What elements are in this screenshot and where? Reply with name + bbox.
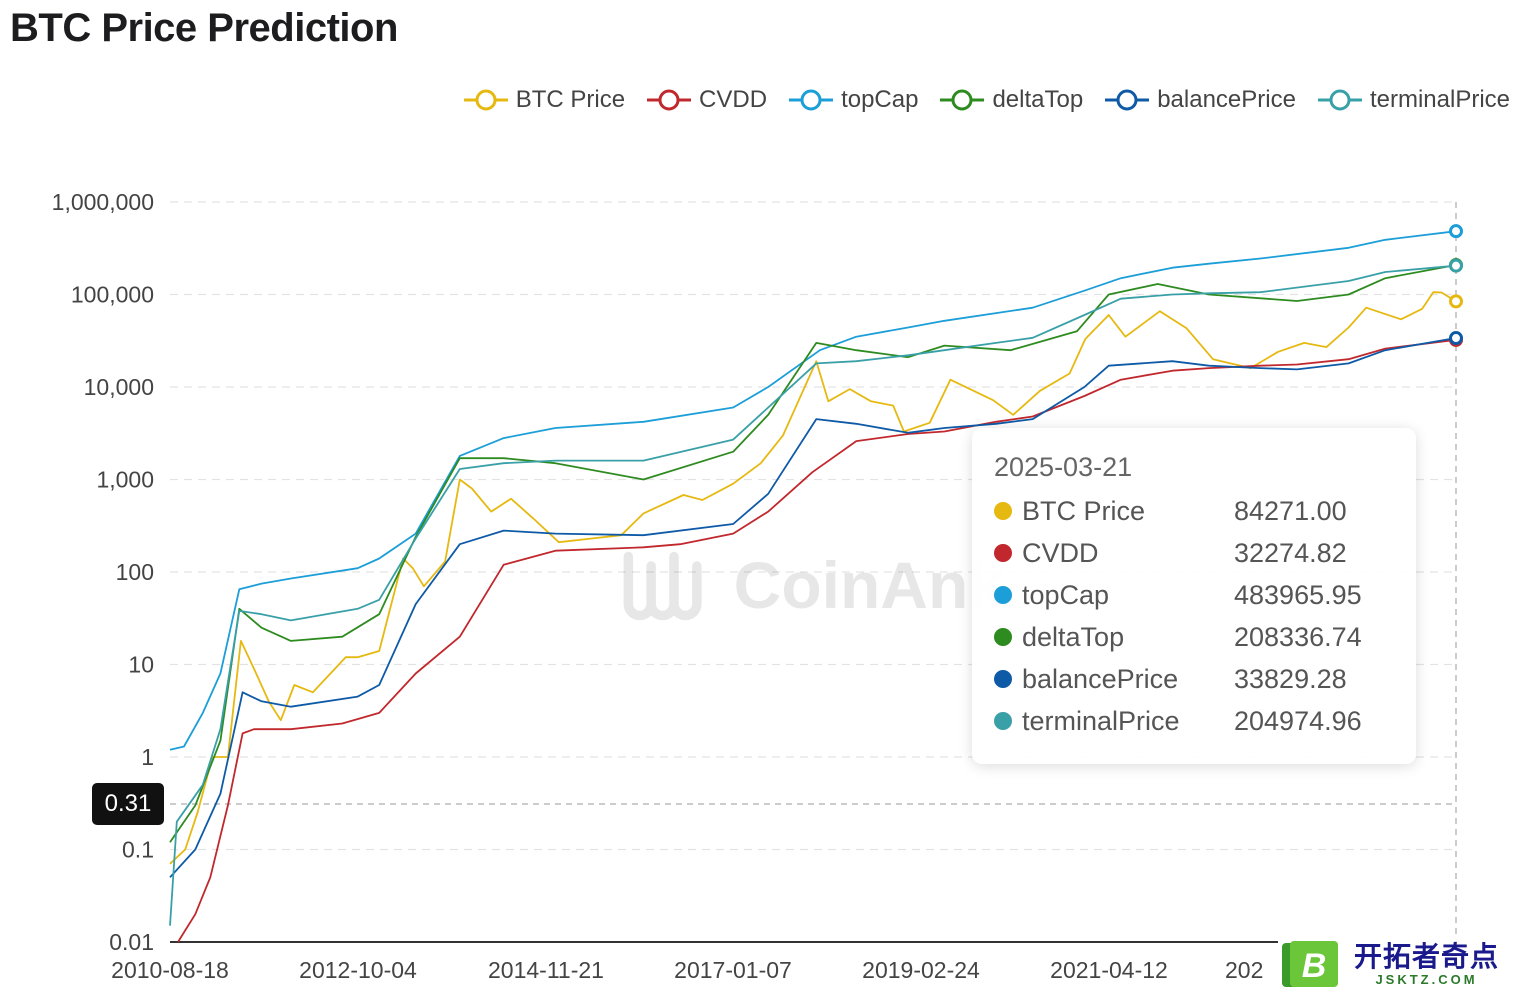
legend-label: CVDD <box>699 86 768 113</box>
legend-item-cvdd[interactable]: CVDD <box>647 86 767 114</box>
legend-label: balancePrice <box>1157 86 1296 113</box>
tooltip-series-value: 84271.00 <box>1234 495 1347 526</box>
tooltip-series-name: balancePrice <box>1022 663 1179 694</box>
x-tick-label: 2012-10-04 <box>299 957 417 983</box>
tooltip-series-value: 483965.95 <box>1234 579 1362 610</box>
tooltip-row-btc-price: BTC Price 84271.00 <box>994 490 1394 532</box>
tooltip-dot-icon <box>994 712 1012 730</box>
brand-text: 开拓者奇点 JSKTZ.COM <box>1354 942 1499 988</box>
legend-label: deltaTop <box>992 86 1084 113</box>
chart-tooltip: 2025-03-21 BTC Price 84271.00 CVDD 32274.82… <box>972 428 1416 764</box>
tooltip-series-name: topCap <box>1022 579 1110 610</box>
series-line-cvdd <box>177 339 1457 943</box>
legend-item-terminalprice[interactable]: terminalPrice <box>1317 86 1510 114</box>
tooltip-date: 2025-03-21 <box>994 452 1133 482</box>
legend-swatch-icon <box>789 89 834 111</box>
tooltip-row-topcap: topCap 483965.95 <box>994 574 1394 616</box>
legend-label: terminalPrice <box>1369 86 1510 113</box>
legend-item-topcap[interactable]: topCap <box>789 86 918 114</box>
tooltip-dot-icon <box>994 628 1012 646</box>
x-tick-label: 2019-02-24 <box>862 957 980 983</box>
brand-name-en: JSKTZ.COM <box>1375 972 1478 987</box>
series-line-terminalprice <box>169 264 1457 926</box>
y-tick-label: 1,000,000 <box>52 189 154 215</box>
legend-label: topCap <box>841 86 919 113</box>
tooltip-dot-icon <box>994 670 1012 688</box>
legend-item-btc-price[interactable]: BTC Price <box>463 86 626 114</box>
legend-label: BTC Price <box>515 86 626 113</box>
legend-swatch-icon <box>647 89 692 111</box>
tooltip-dot-icon <box>994 544 1012 562</box>
tooltip-series-name: terminalPrice <box>1022 705 1180 736</box>
series-layer <box>169 230 1457 943</box>
y-tick-label: 1 <box>141 744 154 770</box>
tooltip-row-balanceprice: balancePrice 33829.28 <box>994 658 1394 700</box>
tooltip-series-value: 204974.96 <box>1234 705 1362 736</box>
brand-badge-icon: B <box>1280 939 1344 991</box>
series-point-topcap[interactable] <box>1449 224 1463 239</box>
y-tick-label: 10 <box>128 652 154 678</box>
x-tick-label: 202 <box>1225 957 1263 983</box>
y-tick-label: 100 <box>116 559 154 585</box>
legend-swatch-icon <box>1105 89 1150 111</box>
chart-legend: BTC Price CVDD topCap deltaTop balancePrice t… <box>463 86 1510 114</box>
watermark: CoinAnk <box>615 530 1005 640</box>
series-line-balanceprice <box>169 337 1457 878</box>
y-tick-label: 10,000 <box>84 374 154 400</box>
series-point-balanceprice[interactable] <box>1449 331 1463 346</box>
crosshair-y-label: 0.31 <box>92 783 164 825</box>
watermark-text: CoinAnk <box>733 548 1005 622</box>
tooltip-series-value: 33829.28 <box>1234 663 1347 694</box>
marker-layer <box>1449 224 1463 347</box>
page-title: BTC Price Prediction <box>10 6 398 50</box>
tooltip-series-name: BTC Price <box>1022 495 1146 526</box>
tooltip-row-deltatop: deltaTop 208336.74 <box>994 616 1394 658</box>
y-tick-label: 100,000 <box>71 282 154 308</box>
series-line-topcap <box>169 230 1457 751</box>
tooltip-series-value: 32274.82 <box>1234 537 1347 568</box>
series-point-btc-price[interactable] <box>1449 294 1463 309</box>
tooltip-dot-icon <box>994 586 1012 604</box>
legend-item-deltatop[interactable]: deltaTop <box>940 86 1083 114</box>
x-tick-label: 2014-11-21 <box>488 957 604 983</box>
axis-layer: 1,000,000 100,000 10,000 1,000 100 10 1 0.1 0.01… <box>52 189 1456 983</box>
y-tick-label: 0.1 <box>122 837 154 863</box>
tooltip-row-terminalprice: terminalPrice 204974.96 <box>994 700 1394 742</box>
brand-logo: B 开拓者奇点 JSKTZ.COM <box>1278 936 1520 994</box>
legend-swatch-icon <box>1317 89 1362 111</box>
legend-item-balanceprice[interactable]: balancePrice <box>1105 86 1296 114</box>
tooltip-dot-icon <box>994 502 1012 520</box>
y-tick-label: 0.01 <box>109 929 154 955</box>
tooltip-rows: BTC Price 84271.00 CVDD 32274.82 topCap 48396… <box>994 490 1394 742</box>
brand-name-cn: 开拓者奇点 <box>1354 941 1500 972</box>
x-tick-label: 2017-01-07 <box>674 957 792 983</box>
tooltip-series-name: CVDD <box>1022 537 1099 568</box>
coinank-logo-icon <box>623 551 702 621</box>
y-tick-label: 1,000 <box>96 467 154 493</box>
series-line-deltatop <box>169 264 1457 843</box>
series-point-terminalprice[interactable] <box>1449 258 1463 273</box>
tooltip-row-cvdd: CVDD 32274.82 <box>994 532 1394 574</box>
tooltip-series-name: deltaTop <box>1022 621 1125 652</box>
x-tick-label: 2021-04-12 <box>1050 957 1168 983</box>
legend-swatch-icon <box>940 89 985 111</box>
brand-badge-letter: B <box>1302 947 1327 985</box>
tooltip-series-value: 208336.74 <box>1234 621 1362 652</box>
legend-swatch-icon <box>463 89 508 111</box>
x-tick-label: 2010-08-18 <box>111 957 229 983</box>
